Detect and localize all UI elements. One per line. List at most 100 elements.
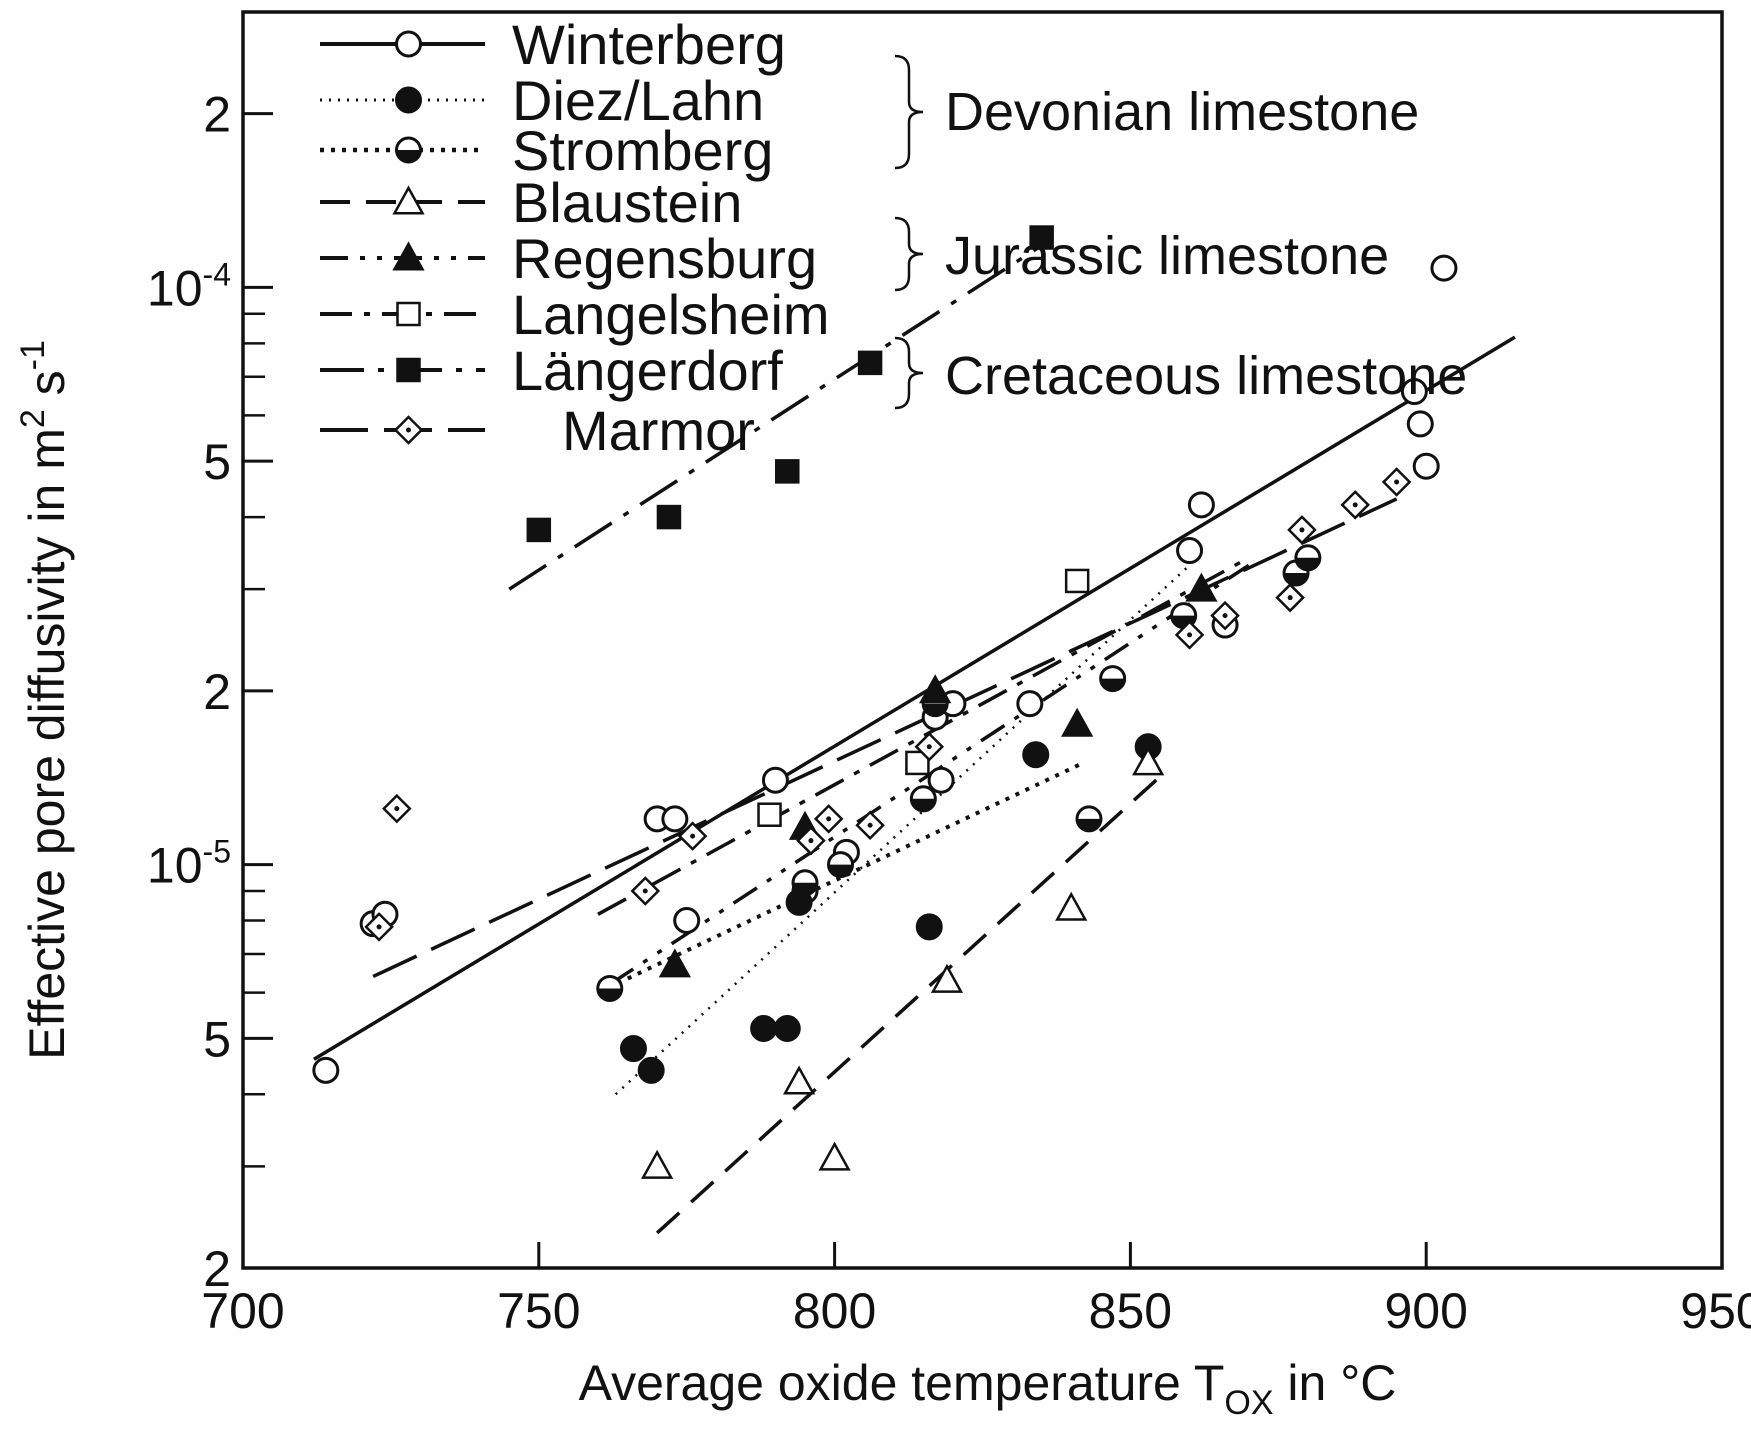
point-blaustein bbox=[1055, 891, 1088, 921]
y-tick-label: 2 bbox=[203, 664, 231, 720]
marker-fill bbox=[1295, 557, 1320, 570]
marker-dot bbox=[926, 744, 932, 750]
point-l-ngerdorf bbox=[1029, 225, 1054, 250]
point-winterberg bbox=[1187, 491, 1215, 519]
point-l-ngerdorf bbox=[526, 517, 552, 543]
legend-marker-marmor bbox=[393, 415, 424, 445]
point-regensburg bbox=[1185, 572, 1218, 602]
fit-line-blaustein bbox=[655, 775, 1162, 1235]
x-tick-label: 750 bbox=[497, 1283, 580, 1339]
y-tick-label: 10-5 bbox=[147, 834, 231, 894]
marker-fill bbox=[911, 798, 936, 811]
point-winterberg bbox=[761, 766, 789, 794]
data-points-layer bbox=[312, 225, 1458, 1179]
marker-dot bbox=[1299, 527, 1305, 533]
point-diez-lahn bbox=[619, 1035, 647, 1063]
point-winterberg bbox=[312, 1056, 340, 1084]
group-label-jurassic-limestone: Jurassic limestone bbox=[945, 226, 1389, 286]
marker-fill bbox=[923, 703, 948, 716]
legend-label-marmor: Marmor bbox=[562, 399, 755, 462]
y-tick-label: 2 bbox=[203, 1241, 231, 1297]
legend-marker-stromberg bbox=[395, 136, 422, 164]
group-label-cretaceous-limestone: Cretaceous limestone bbox=[945, 346, 1467, 406]
point-stromberg bbox=[1075, 805, 1103, 833]
point-marmor bbox=[855, 810, 885, 840]
point-stromberg bbox=[1294, 544, 1322, 572]
point-winterberg bbox=[1016, 690, 1044, 718]
point-winterberg bbox=[1412, 452, 1440, 480]
marker-dot bbox=[376, 924, 382, 930]
point-diez-lahn bbox=[773, 1014, 801, 1042]
point-marmor bbox=[914, 731, 945, 762]
marker-dot bbox=[826, 816, 832, 822]
point-stromberg bbox=[827, 851, 855, 879]
marker-fill bbox=[1100, 678, 1125, 691]
legend-label-langelsheim: Langelsheim bbox=[512, 283, 830, 346]
y-tick-label: 2 bbox=[203, 87, 231, 143]
plot-frame-layer bbox=[241, 10, 1724, 1270]
point-marmor bbox=[630, 876, 661, 906]
point-blaustein bbox=[930, 963, 964, 993]
point-blaustein bbox=[818, 1141, 851, 1171]
group-brace-devonian-limestone bbox=[894, 54, 924, 170]
point-langelsheim bbox=[757, 802, 782, 827]
point-winterberg bbox=[1406, 410, 1434, 438]
point-marmor bbox=[677, 821, 708, 851]
x-tick-label: 950 bbox=[1680, 1283, 1751, 1339]
point-marmor bbox=[1340, 490, 1370, 520]
legend-marker-blaustein bbox=[392, 185, 425, 215]
point-marmor bbox=[382, 793, 412, 824]
point-blaustein bbox=[782, 1065, 816, 1095]
point-stromberg bbox=[791, 869, 819, 897]
point-diez-lahn bbox=[1022, 741, 1050, 769]
point-diez-lahn bbox=[915, 913, 943, 941]
marker-dot bbox=[394, 806, 400, 812]
x-tick-label: 800 bbox=[793, 1283, 876, 1339]
group-brace-jurassic-limestone bbox=[894, 216, 924, 292]
marker-fill bbox=[828, 864, 853, 877]
legend-marker-winterberg bbox=[395, 30, 422, 58]
point-l-ngerdorf bbox=[775, 459, 800, 484]
point-winterberg bbox=[673, 907, 701, 935]
fit-line-stromberg bbox=[597, 761, 1084, 995]
legend-marker-regensburg bbox=[392, 241, 425, 271]
marker-dot bbox=[1287, 595, 1293, 601]
point-winterberg bbox=[927, 766, 955, 794]
x-tick-label: 900 bbox=[1384, 1283, 1467, 1339]
point-stromberg bbox=[1099, 665, 1127, 693]
point-winterberg bbox=[1176, 537, 1204, 565]
y-tick-label: 10-4 bbox=[147, 256, 231, 316]
point-marmor bbox=[796, 825, 826, 856]
point-winterberg bbox=[661, 805, 689, 833]
group-brace-cretaceous-limestone bbox=[894, 336, 924, 410]
marker-dot bbox=[1352, 502, 1358, 508]
legend-label-blaustein: Blaustein bbox=[512, 171, 742, 234]
marker-dot bbox=[1222, 613, 1228, 619]
point-marmor bbox=[364, 912, 394, 942]
fit-line-l-ngerdorf bbox=[508, 240, 1049, 591]
legend-marker-diez-lahn bbox=[395, 86, 422, 114]
legend-label-l-ngerdorf: Längerdorf bbox=[512, 339, 783, 402]
point-winterberg bbox=[1400, 378, 1428, 406]
point-stromberg bbox=[596, 974, 624, 1002]
legend-label-regensburg: Regensburg bbox=[512, 227, 817, 290]
point-stromberg bbox=[909, 785, 937, 813]
marker-fill bbox=[1284, 573, 1309, 586]
point-diez-lahn bbox=[750, 1014, 778, 1042]
marker-dot bbox=[808, 838, 814, 844]
point-regensburg bbox=[658, 948, 691, 978]
marker-dot bbox=[867, 822, 873, 828]
marker-fill bbox=[1076, 818, 1101, 831]
point-marmor bbox=[1381, 467, 1412, 497]
x-axis-title: Average oxide temperature TOX in °C bbox=[579, 1355, 1397, 1422]
point-marmor bbox=[1210, 600, 1240, 631]
plot-frame bbox=[241, 10, 1724, 1270]
legend-label-stromberg: Stromberg bbox=[512, 119, 773, 182]
point-marmor bbox=[813, 804, 844, 834]
y-tick-label: 5 bbox=[203, 1011, 231, 1067]
point-marmor bbox=[1174, 620, 1205, 650]
point-langelsheim bbox=[905, 750, 930, 776]
legend-label-winterberg: Winterberg bbox=[512, 13, 786, 76]
point-blaustein bbox=[640, 1149, 674, 1179]
